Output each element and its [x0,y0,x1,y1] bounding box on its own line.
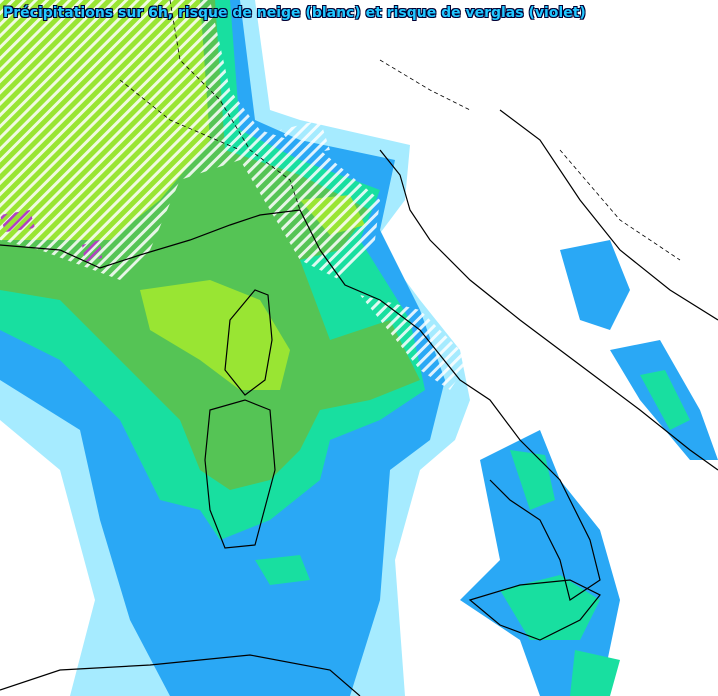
precip-teal-spots [255,370,690,585]
sicily [468,579,601,641]
ice-risk [0,210,102,262]
snow-risk [0,0,470,390]
map-title: Précipitations sur 6h, risque de neige (… [3,5,586,21]
sardinia [204,399,276,549]
borders [119,0,681,261]
coastline-adriatic [379,149,718,471]
corsica [224,289,273,396]
precip-teal-se [500,450,620,696]
coastline-africa [0,654,361,696]
coastline [0,209,601,601]
coastline-balkan [499,109,718,321]
